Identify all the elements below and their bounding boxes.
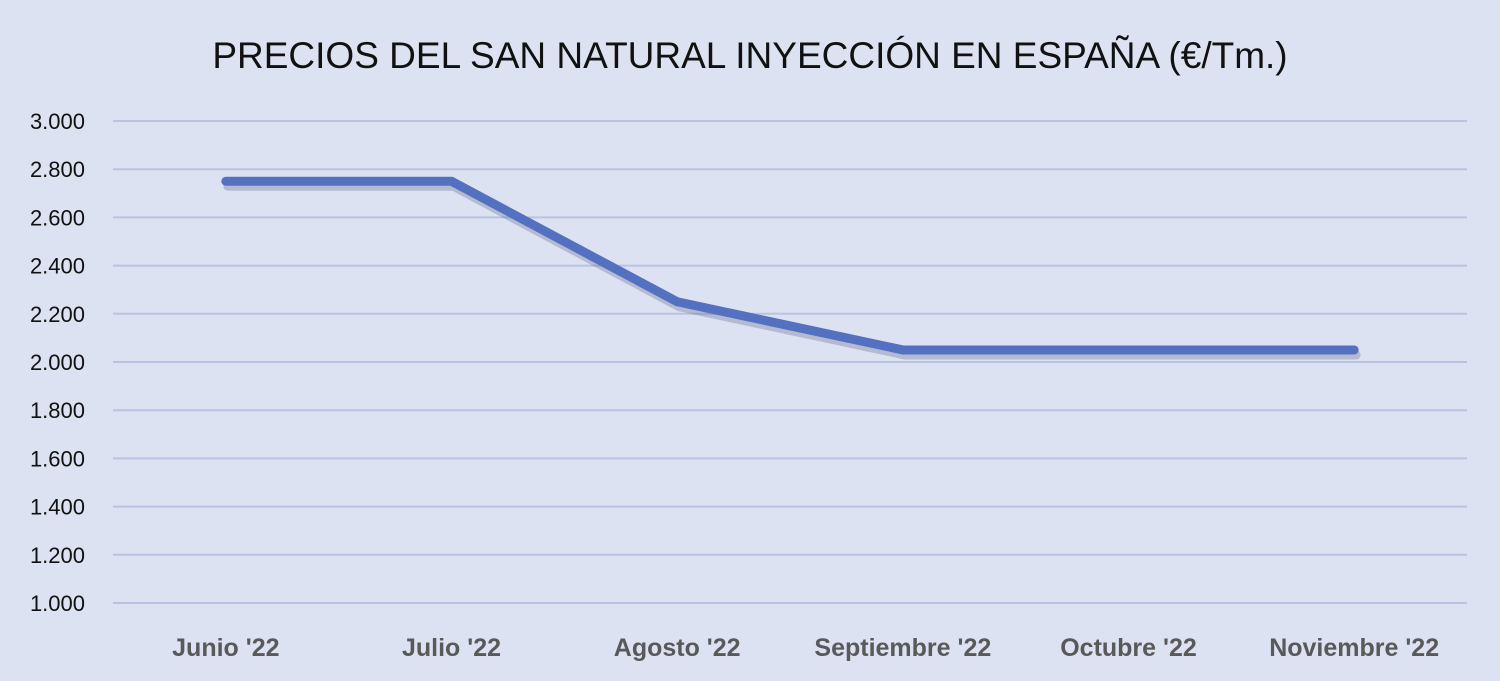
- y-tick-label: 3.000: [30, 109, 85, 134]
- y-tick-label: 1.000: [30, 591, 85, 616]
- y-tick-label: 2.200: [30, 302, 85, 327]
- y-tick-label: 1.600: [30, 446, 85, 471]
- y-tick-label: 2.000: [30, 350, 85, 375]
- chart-title: PRECIOS DEL SAN NATURAL INYECCIÓN EN ESP…: [212, 35, 1287, 76]
- y-tick-label: 1.200: [30, 543, 85, 568]
- x-tick-label: Septiembre '22: [814, 634, 991, 662]
- y-tick-label: 2.600: [30, 205, 85, 230]
- x-tick-label: Octubre '22: [1060, 634, 1197, 662]
- y-tick-label: 1.400: [30, 495, 85, 520]
- y-tick-label: 2.400: [30, 254, 85, 279]
- x-tick-label: Julio '22: [402, 634, 501, 662]
- y-tick-label: 1.800: [30, 398, 85, 423]
- x-tick-label: Agosto '22: [614, 634, 741, 662]
- x-tick-label: Noviembre '22: [1269, 634, 1439, 662]
- y-tick-label: 2.800: [30, 157, 85, 182]
- x-tick-label: Junio '22: [172, 634, 279, 662]
- series-line: [221, 176, 1359, 355]
